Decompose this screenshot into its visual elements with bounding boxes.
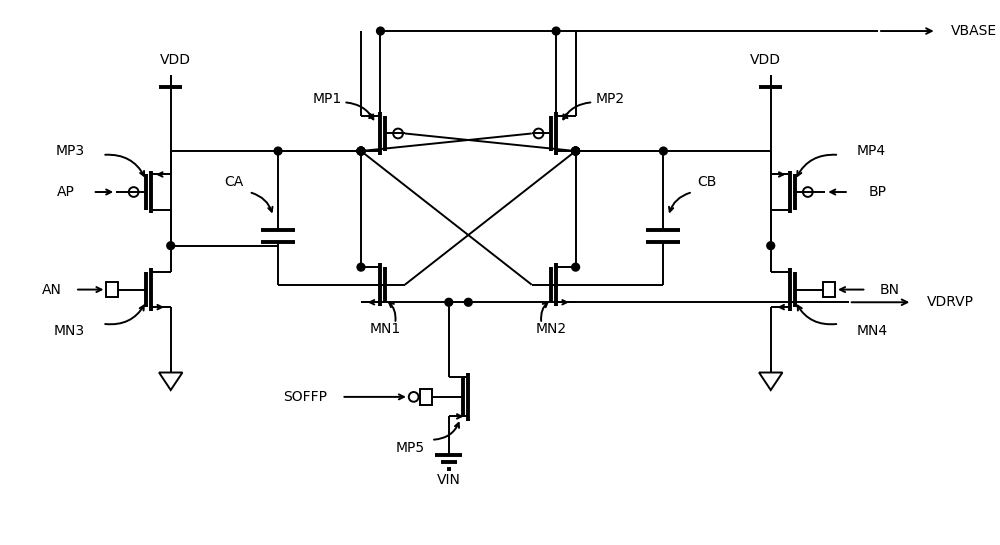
Circle shape: [357, 147, 365, 155]
Bar: [823, 282, 835, 298]
Circle shape: [274, 147, 282, 155]
Text: MN1: MN1: [370, 322, 401, 336]
Text: AN: AN: [42, 282, 61, 296]
Circle shape: [357, 147, 365, 155]
Text: MP1: MP1: [312, 92, 341, 106]
Text: BP: BP: [868, 185, 886, 199]
Text: VIN: VIN: [437, 473, 461, 487]
Circle shape: [572, 147, 580, 155]
Text: CB: CB: [698, 175, 717, 189]
Bar: [420, 389, 432, 405]
Circle shape: [572, 147, 580, 155]
Text: SOFFP: SOFFP: [283, 390, 327, 404]
Circle shape: [167, 242, 175, 250]
Circle shape: [357, 147, 365, 155]
Circle shape: [445, 298, 453, 306]
Text: BN: BN: [880, 282, 900, 296]
Circle shape: [357, 147, 365, 155]
Text: VBASE: VBASE: [951, 24, 997, 38]
Circle shape: [464, 298, 472, 306]
Circle shape: [660, 147, 667, 155]
Text: MN4: MN4: [857, 324, 888, 337]
Circle shape: [572, 147, 580, 155]
Circle shape: [572, 147, 580, 155]
Text: AP: AP: [57, 185, 75, 199]
Text: MP5: MP5: [395, 440, 424, 455]
Text: MP2: MP2: [595, 92, 624, 106]
Text: VDRVP: VDRVP: [927, 295, 974, 309]
Circle shape: [572, 263, 580, 271]
Text: MP4: MP4: [857, 144, 886, 158]
Bar: [106, 282, 118, 298]
Circle shape: [377, 27, 384, 35]
Circle shape: [357, 263, 365, 271]
Text: VDD: VDD: [160, 53, 191, 67]
Circle shape: [357, 147, 365, 155]
Text: MN3: MN3: [54, 324, 85, 337]
Text: MN2: MN2: [536, 322, 567, 336]
Text: VDD: VDD: [750, 53, 781, 67]
Text: CA: CA: [225, 175, 244, 189]
Circle shape: [552, 27, 560, 35]
Circle shape: [572, 147, 580, 155]
Circle shape: [767, 242, 775, 250]
Text: MP3: MP3: [56, 144, 85, 158]
